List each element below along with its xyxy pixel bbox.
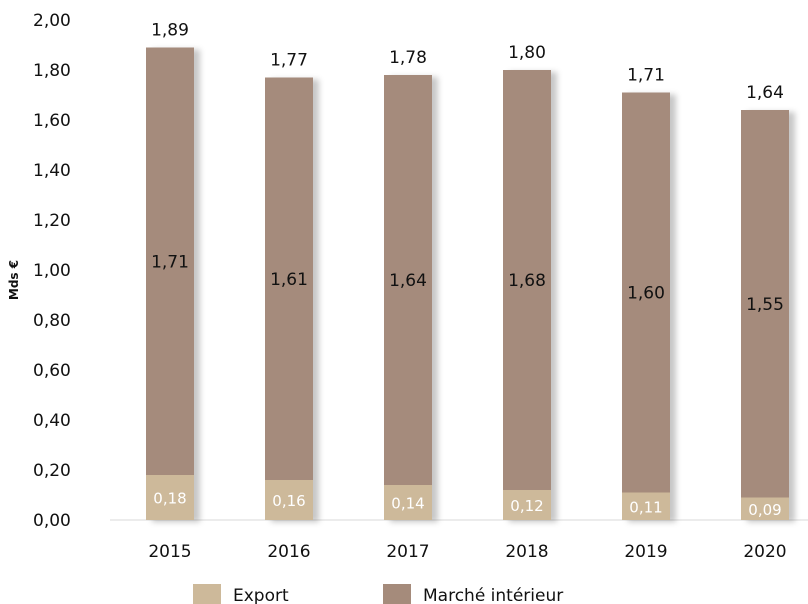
legend: Export Marché intérieur [193, 584, 563, 604]
x-tick-label: 2019 [624, 542, 667, 562]
marche-interieur-value-label: 1,68 [508, 271, 546, 291]
bar-group [741, 110, 789, 520]
x-tick-label: 2015 [148, 542, 191, 562]
bar-group [622, 92, 670, 520]
marche-interieur-value-label: 1,64 [389, 271, 427, 291]
legend-swatch [383, 584, 411, 604]
bar-group [146, 47, 194, 520]
y-tick-label: 1,00 [33, 261, 71, 281]
bar-group [384, 75, 432, 520]
legend-swatch [193, 584, 221, 604]
bar-export [146, 475, 194, 520]
total-value-label: 1,80 [508, 43, 546, 63]
total-value-label: 1,71 [627, 66, 665, 86]
bar-marche-interieur [384, 75, 432, 485]
y-axis-label: Mds € [7, 260, 21, 300]
export-value-label: 0,11 [629, 498, 662, 516]
marche-interieur-value-label: 1,71 [151, 252, 189, 272]
legend-label: Export [233, 586, 289, 604]
y-tick-label: 0,80 [33, 311, 71, 331]
y-tick-label: 1,80 [33, 61, 71, 81]
y-tick-label: 0,00 [33, 511, 71, 531]
x-tick-label: 2020 [743, 542, 786, 562]
y-tick-label: 0,20 [33, 461, 71, 481]
marche-interieur-value-label: 1,60 [627, 284, 665, 304]
y-tick-label: 0,40 [33, 411, 71, 431]
bar-marche-interieur [622, 92, 670, 493]
bar-marche-interieur [265, 77, 313, 480]
bars: 0,18 1,71 1,89 0,16 1,61 1,77 0,14 1,64 1,78 0,12… [146, 21, 789, 520]
bar-export [741, 497, 789, 520]
x-tick-label: 2016 [267, 542, 310, 562]
bar-export [265, 480, 313, 520]
marche-interieur-value-label: 1,55 [746, 295, 784, 315]
bar-marche-interieur [146, 47, 194, 475]
bar-export [503, 490, 551, 520]
y-tick-label: 1,20 [33, 211, 71, 231]
total-value-label: 1,78 [389, 48, 427, 68]
bar-marche-interieur [741, 110, 789, 498]
export-value-label: 0,12 [510, 497, 543, 515]
y-tick-label: 0,60 [33, 361, 71, 381]
x-tick-label: 2017 [386, 542, 429, 562]
bar-export [384, 485, 432, 520]
y-tick-label: 2,00 [33, 11, 71, 31]
x-tick-labels: 2015 2016 2017 2018 2019 2020 [148, 542, 786, 562]
y-tick-label: 1,40 [33, 161, 71, 181]
legend-label: Marché intérieur [423, 586, 563, 604]
total-value-label: 1,77 [270, 51, 308, 71]
total-value-label: 1,64 [746, 83, 784, 103]
bar-export [622, 492, 670, 520]
bar-marche-interieur [503, 70, 551, 490]
bar-group [265, 77, 313, 520]
y-axis: Mds € 0,00 0,20 0,40 0,60 0,80 1,00 1,20 1,40 1,… [7, 11, 71, 531]
export-value-label: 0,14 [391, 495, 424, 513]
y-tick-labels: 0,00 0,20 0,40 0,60 0,80 1,00 1,20 1,40 1,60 1,80… [33, 11, 71, 531]
export-value-label: 0,16 [272, 492, 305, 510]
x-tick-label: 2018 [505, 542, 548, 562]
export-value-label: 0,18 [153, 490, 186, 508]
y-tick-label: 1,60 [33, 111, 71, 131]
total-value-label: 1,89 [151, 21, 189, 41]
marche-interieur-value-label: 1,61 [270, 270, 308, 290]
export-value-label: 0,09 [748, 501, 781, 519]
bar-group [503, 70, 551, 520]
